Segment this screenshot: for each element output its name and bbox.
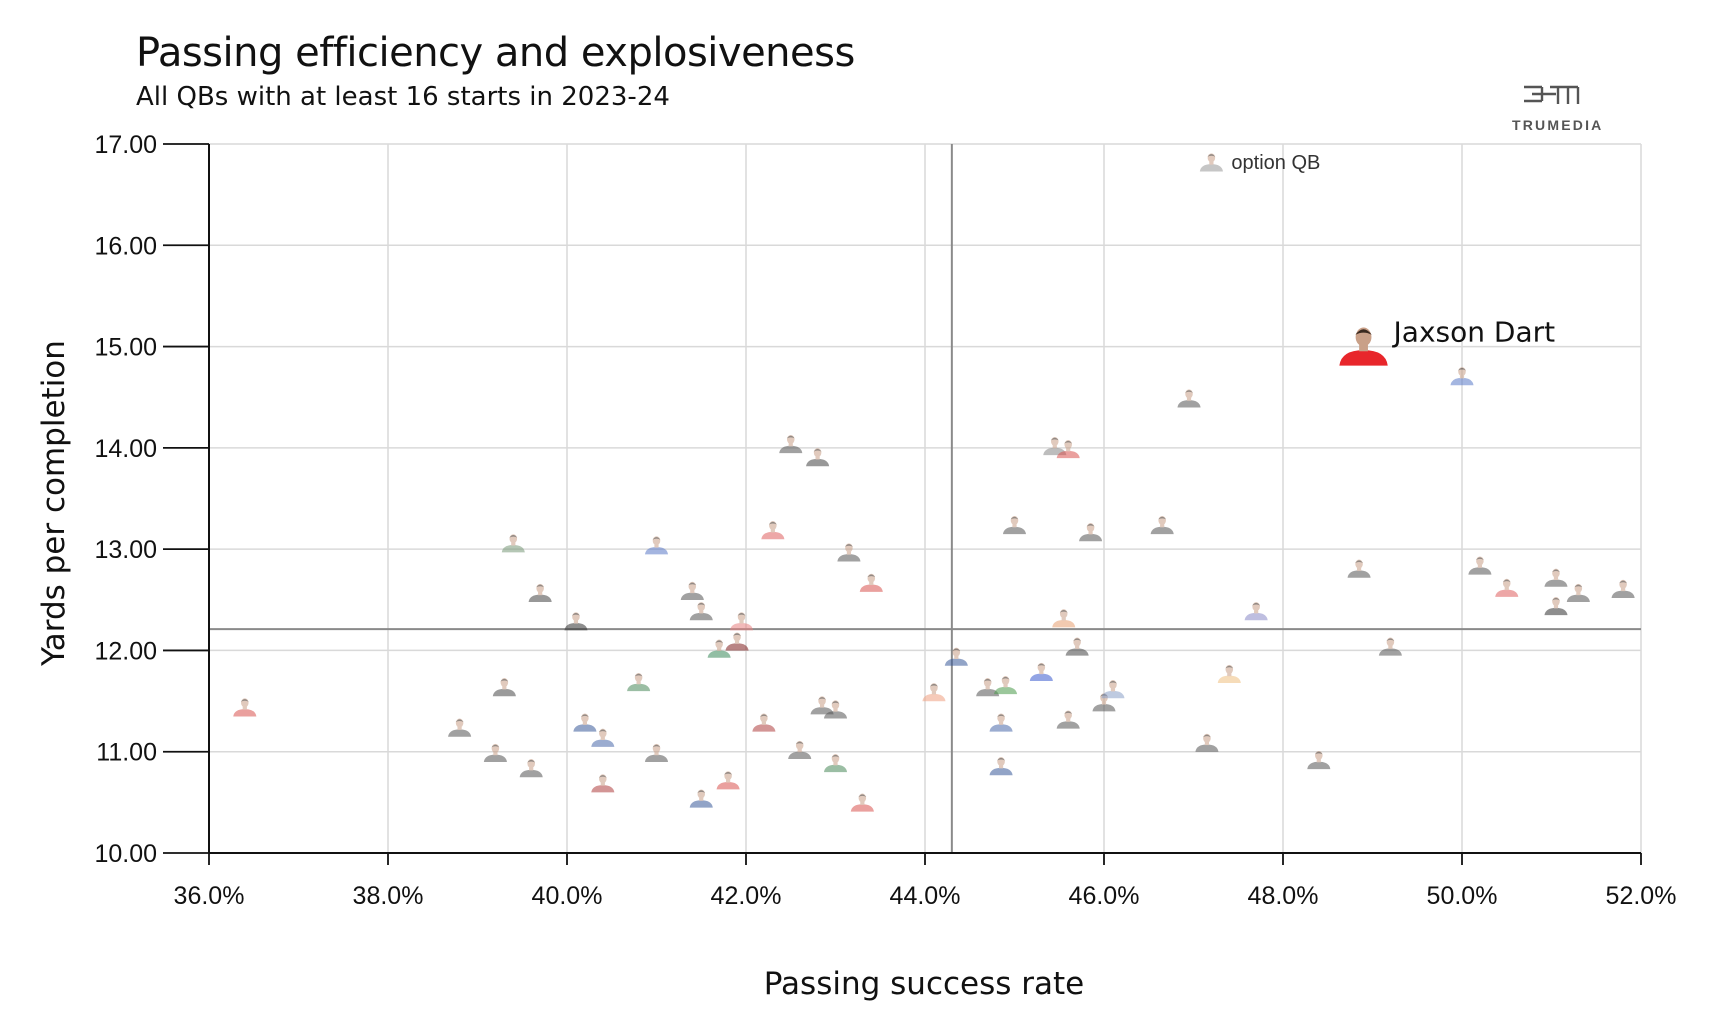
trumedia-logo: TRUMEDIA <box>1512 85 1603 133</box>
qb-point <box>1065 637 1089 656</box>
y-tick-label: 13.00 <box>94 536 157 564</box>
qb-point <box>725 632 749 651</box>
qb-point <box>483 743 507 763</box>
y-tick-label: 14.00 <box>94 435 157 463</box>
qb-point <box>448 718 472 737</box>
qb-point <box>850 793 874 812</box>
x-tick-label: 50.0% <box>1427 882 1498 910</box>
qb-point <box>519 759 543 778</box>
qb-point <box>788 740 812 759</box>
qb-point <box>644 743 669 763</box>
qb-point <box>591 728 615 747</box>
x-tick-label: 40.0% <box>532 882 603 910</box>
qb-point <box>644 536 669 555</box>
qb-point <box>1307 750 1331 770</box>
qb-point <box>1029 662 1053 681</box>
qb-point <box>680 581 704 600</box>
qb-point <box>689 602 713 621</box>
x-tick-label: 44.0% <box>890 882 961 910</box>
qb-point <box>689 789 713 808</box>
y-tick-label: 17.00 <box>94 131 157 159</box>
qb-point <box>922 683 946 702</box>
qb-point <box>1056 440 1080 459</box>
qb-point <box>1177 389 1201 408</box>
reference-lines <box>209 144 1641 853</box>
qb-point <box>994 676 1018 695</box>
qb-point <box>707 639 731 658</box>
qb-point <box>989 713 1013 732</box>
x-tick-label: 38.0% <box>353 882 424 910</box>
axes <box>163 143 1642 865</box>
qb-point <box>1217 664 1241 684</box>
qb-point <box>591 774 615 793</box>
chart-subtitle: All QBs with at least 16 starts in 2023-… <box>136 82 670 112</box>
x-tick-label: 36.0% <box>174 882 245 910</box>
qb-point <box>1043 436 1067 456</box>
qb-point <box>1495 578 1519 597</box>
y-axis-title: Yards per completion <box>36 340 72 667</box>
option-qb-icon <box>1199 153 1223 172</box>
option-qb-legend: option QB <box>1199 152 1320 174</box>
jaxson-dart-label: Jaxson Dart <box>1392 316 1556 349</box>
qb-point <box>1052 609 1076 628</box>
trumedia-mark-icon <box>1524 85 1580 104</box>
qb-point <box>1002 515 1027 535</box>
qb-point <box>1566 583 1590 602</box>
qb-point <box>1378 637 1402 656</box>
qb-point <box>823 700 848 719</box>
qb-point <box>761 521 785 540</box>
y-tick-label: 10.00 <box>94 840 157 868</box>
qb-point <box>944 647 968 666</box>
qb-point <box>573 713 597 732</box>
qb-point <box>492 678 516 697</box>
qb-point <box>976 678 1000 697</box>
qb-point <box>716 771 740 790</box>
qb-point <box>1244 602 1268 621</box>
y-tick-label: 15.00 <box>94 334 157 362</box>
qb-point <box>1079 523 1103 542</box>
x-tick-label: 48.0% <box>1248 882 1319 910</box>
chart-title: Passing efficiency and explosiveness <box>136 30 855 76</box>
qb-point <box>501 534 525 553</box>
qb-point <box>233 698 257 717</box>
qb-point <box>627 672 651 692</box>
y-tick-label: 12.00 <box>94 637 157 665</box>
qb-point <box>1195 733 1219 752</box>
qb-point <box>1611 579 1635 598</box>
option-qb-label: option QB <box>1231 152 1320 174</box>
qb-point <box>859 573 883 592</box>
qb-point <box>989 757 1013 776</box>
qb-points <box>233 367 1635 812</box>
jaxson-dart-point <box>1339 327 1388 366</box>
grid-lines <box>209 143 1642 853</box>
qb-point <box>1056 710 1080 729</box>
x-axis-title: Passing success rate <box>764 966 1084 1002</box>
qb-point <box>564 612 588 631</box>
qb-point <box>729 612 754 631</box>
qb-point <box>837 543 861 562</box>
qb-point <box>806 448 830 467</box>
qb-point <box>1544 596 1568 616</box>
qb-point <box>1468 556 1492 575</box>
qb-point <box>1450 367 1474 386</box>
y-tick-label: 16.00 <box>94 232 157 260</box>
qb-point <box>1544 568 1568 587</box>
x-tick-label: 42.0% <box>711 882 782 910</box>
x-tick-labels: 36.0% 38.0% 40.0% 42.0% 44.0% 46.0% 48.0% 50.0%… <box>174 882 1677 910</box>
qb-point <box>1101 680 1125 699</box>
qb-point <box>779 434 803 454</box>
qb-point <box>528 583 552 602</box>
qb-point <box>823 753 848 773</box>
y-tick-label: 11.00 <box>96 739 157 767</box>
trumedia-wordmark: TRUMEDIA <box>1512 117 1603 133</box>
qb-point <box>810 696 834 715</box>
highlight-point: Jaxson Dart <box>1339 316 1555 366</box>
qb-point <box>1347 559 1371 578</box>
y-tick-labels: 10.00 11.00 12.00 13.00 14.00 15.00 16.00 17.00 <box>94 131 157 868</box>
qb-point <box>752 713 776 732</box>
x-tick-label: 46.0% <box>1069 882 1140 910</box>
qb-point <box>1150 515 1174 535</box>
x-tick-label: 52.0% <box>1606 882 1677 910</box>
